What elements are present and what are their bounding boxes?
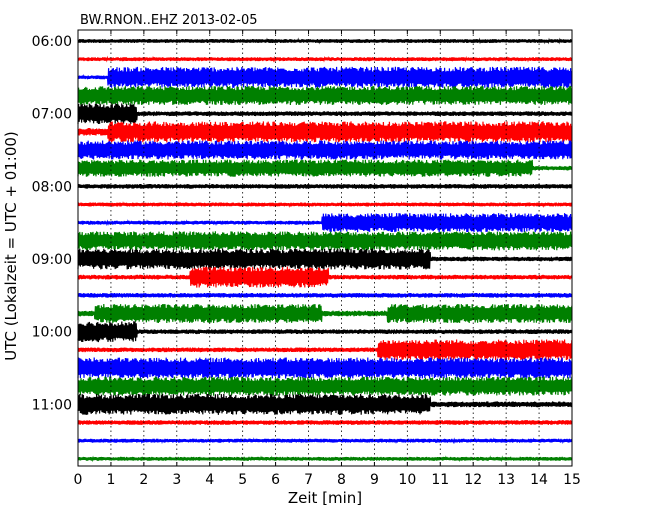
trace-line [77,231,573,251]
y-tick-label: 08:00 [32,179,72,195]
trace-line [77,140,573,160]
x-tick-label: 15 [563,472,581,488]
trace-line [77,37,573,45]
y-axis-label: UTC (Lokalzeit = UTC + 01:00) [2,131,20,361]
seismogram-traces [77,37,573,463]
trace-line [77,357,573,379]
x-tick-label: 4 [205,472,214,488]
y-tick-label: 09:00 [32,252,72,268]
trace-line [77,292,573,298]
trace-line [77,201,573,208]
y-tick-label: 11:00 [32,397,72,413]
trace-line [77,339,573,361]
x-tick-label: 10 [398,472,416,488]
chart-title: BW.RNON..EHZ 2013-02-05 [80,13,258,28]
y-tick-label: 06:00 [32,34,72,50]
x-tick-label: 9 [370,472,379,488]
trace-line [77,455,573,463]
trace-line [77,159,573,177]
trace-line [77,420,573,425]
x-tick-label: 1 [106,472,115,488]
trace-line [77,303,573,324]
trace-line [77,321,573,343]
trace-line [77,121,573,143]
y-tick-label: 07:00 [32,107,72,123]
x-tick-label: 13 [497,472,515,488]
x-tick-label: 12 [464,472,482,488]
trace-line [77,393,573,415]
trace-line [77,183,573,189]
x-tick-label: 8 [337,472,346,488]
x-tick-label: 11 [431,472,449,488]
y-tick-label: 10:00 [32,325,72,341]
x-axis-label: Zeit [min] [288,489,362,507]
minute-grid [110,30,540,466]
x-tick-label: 3 [172,472,181,488]
x-tick-label: 5 [238,472,247,488]
trace-line [77,213,573,233]
trace-line [77,266,573,288]
x-tick-label: 2 [139,472,148,488]
trace-line [77,103,573,125]
trace-line [77,55,573,63]
x-tick-label: 0 [74,472,83,488]
trace-line [77,66,573,88]
trace-line [77,85,573,106]
x-tick-label: 14 [530,472,548,488]
trace-line [77,376,573,396]
x-tick-label: 6 [271,472,280,488]
trace-line [77,248,573,270]
plot-frame [77,29,573,467]
trace-line [77,437,573,445]
axis-ticks: 0 1 2 3 4 5 6 7 8 9 10 11 12 13 14 1506:0007:0008:0009:… [32,30,581,488]
x-tick-label: 7 [304,472,313,488]
